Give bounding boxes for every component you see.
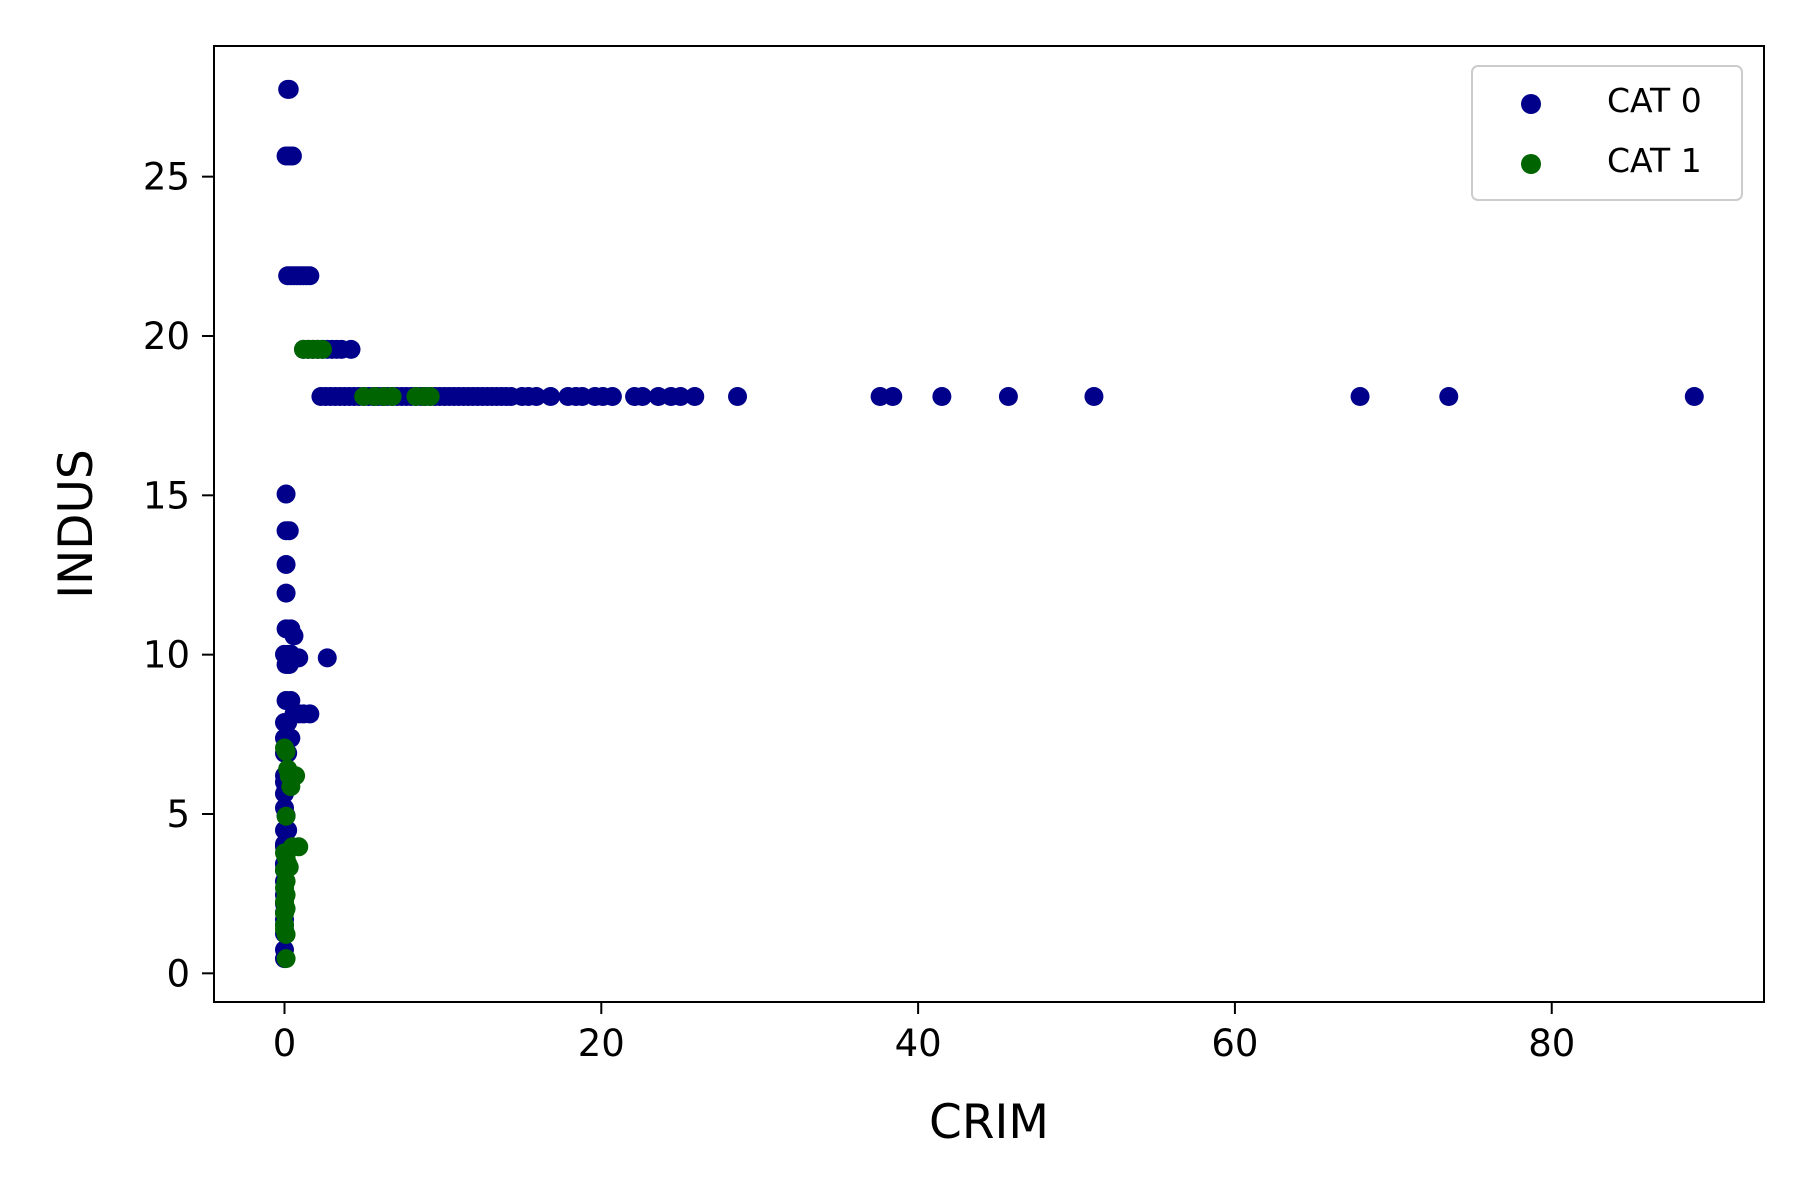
point-cat-0-87 (1439, 387, 1459, 407)
point-cat-0-96 (284, 626, 304, 646)
x-tick-label-40: 40 (895, 1022, 942, 1065)
point-cat-1-13 (276, 742, 296, 762)
legend-marker-cat-1 (1521, 154, 1541, 174)
legend-label-cat-1: CAT 1 (1607, 141, 1702, 180)
point-cat-0-22 (341, 339, 361, 359)
point-cat-0-4 (282, 146, 302, 166)
point-cat-0-111 (278, 713, 298, 733)
point-cat-1-21 (289, 837, 309, 857)
point-cat-0-89 (276, 484, 296, 504)
point-cat-1-18 (281, 777, 301, 797)
point-cat-1-11 (420, 387, 440, 407)
point-cat-1-8 (382, 387, 402, 407)
point-cat-0-92 (276, 554, 296, 574)
axis-ticks: 0 20 40 60 80 0 5 10 15 20 25 (143, 156, 1575, 1065)
point-cat-0-103 (279, 655, 299, 675)
point-cat-0-73 (602, 387, 622, 407)
y-axis-label: INDUS (49, 449, 104, 598)
point-cat-0-82 (883, 387, 903, 407)
y-tick-label-25: 25 (143, 156, 190, 199)
data-points (274, 79, 1704, 969)
legend-marker-cat-0 (1521, 94, 1541, 114)
point-cat-0-67 (541, 387, 561, 407)
x-axis-label: CRIM (929, 1095, 1049, 1150)
point-cat-0-75 (632, 387, 652, 407)
point-cat-0-12 (300, 266, 320, 286)
point-cat-1-35 (276, 924, 296, 944)
point-cat-0-85 (1084, 387, 1104, 407)
plot-frame (213, 45, 1765, 1003)
y-tick-label-15: 15 (143, 474, 190, 517)
point-cat-0-79 (685, 387, 705, 407)
y-tick-label-5: 5 (166, 793, 190, 836)
x-tick-label-80: 80 (1528, 1022, 1575, 1065)
point-cat-0-91 (279, 521, 299, 541)
point-cat-1-19 (276, 806, 296, 826)
point-cat-0-109 (300, 704, 320, 724)
point-cat-0-1 (279, 79, 299, 99)
point-cat-0-88 (1684, 387, 1704, 407)
point-cat-0-78 (671, 387, 690, 407)
legend: CAT 0 CAT 1 (1471, 65, 1743, 201)
point-cat-0-93 (276, 583, 296, 603)
point-cat-1-4 (313, 339, 333, 359)
y-tick-label-20: 20 (143, 315, 190, 358)
y-tick-label-0: 0 (166, 952, 190, 995)
x-tick-label-0: 0 (273, 1022, 297, 1065)
point-cat-0-101 (317, 648, 337, 668)
point-cat-0-80 (728, 387, 748, 407)
x-tick-label-20: 20 (578, 1022, 625, 1065)
legend-label-cat-0: CAT 0 (1607, 81, 1702, 120)
point-cat-1-36 (276, 949, 296, 969)
point-cat-0-84 (998, 387, 1018, 407)
y-tick-label-10: 10 (143, 634, 190, 677)
point-cat-0-83 (932, 387, 952, 407)
x-tick-label-60: 60 (1211, 1022, 1258, 1065)
point-cat-0-86 (1350, 387, 1370, 407)
point-cat-0-66 (526, 387, 546, 407)
